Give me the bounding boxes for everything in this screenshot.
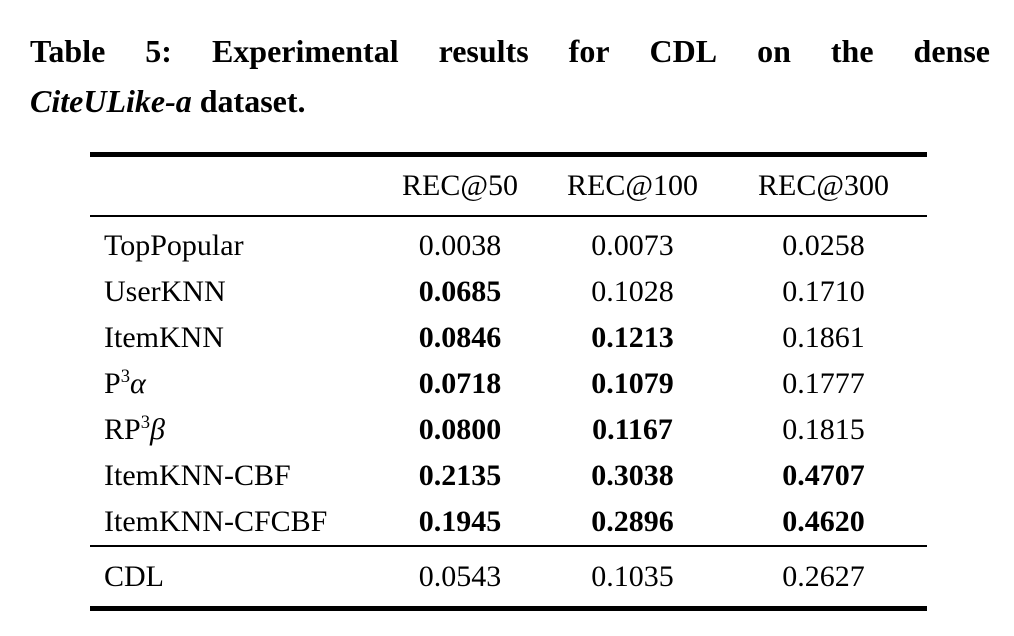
method-name-text: CDL xyxy=(104,559,164,593)
caption-word: the xyxy=(830,33,874,69)
method-name-text: ItemKNN-CBF xyxy=(104,459,291,492)
method-name-cell: ItemKNN-CFCBF xyxy=(90,499,375,546)
caption-word: 5: xyxy=(145,33,172,69)
metric-value-cell: 0.0800 xyxy=(418,413,502,446)
method-name-text: ItemKNN-CFCBF xyxy=(104,505,328,538)
results-table: REC@50 REC@100 REC@300 TopPopular 0.0038 0… xyxy=(90,152,927,611)
metric-value-cell: 0.0073 xyxy=(591,229,674,262)
method-name-text: P xyxy=(104,367,121,400)
metric-value-cell: 0.1861 xyxy=(782,321,865,354)
header-rec300: REC@300 xyxy=(720,154,927,217)
metric-value-cell: 0.1028 xyxy=(591,275,674,308)
metric-value-cell: 0.3038 xyxy=(591,459,674,492)
metric-value-cell: 0.1777 xyxy=(782,367,865,400)
metric-value-cell: 0.4707 xyxy=(782,459,865,492)
dataset-name: CiteULike-a xyxy=(30,83,192,119)
caption-word: Table xyxy=(30,33,106,69)
metric-value-cell: 0.2627 xyxy=(720,545,927,609)
header-rec100: REC@100 xyxy=(545,154,720,217)
caption-word: results xyxy=(438,33,529,69)
superscript: 3 xyxy=(120,366,130,387)
metric-value-cell: 0.1710 xyxy=(782,275,865,308)
method-name-text: TopPopular xyxy=(104,229,244,262)
footer-row-cdl: CDL 0.0543 0.1035 0.2627 xyxy=(90,545,927,609)
table-caption: Table 5: Experimental results for CDL on the den… xyxy=(30,26,990,126)
caption-word: on xyxy=(757,33,791,69)
method-name-text: UserKNN xyxy=(104,275,226,308)
metric-value-cell: 0.0685 xyxy=(418,275,502,308)
method-name-text: α xyxy=(129,367,146,400)
table-row: TopPopular 0.0038 0.0073 0.0258 xyxy=(90,216,927,269)
method-name-text: ItemKNN xyxy=(104,321,224,354)
header-row: REC@50 REC@100 REC@300 xyxy=(90,154,927,217)
method-name-text: RP xyxy=(104,413,141,446)
caption-line-1: Table 5: Experimental results for CDL on the den… xyxy=(30,26,990,76)
method-name-cell: UserKNN xyxy=(90,269,375,315)
header-empty-cell xyxy=(90,154,375,217)
metric-value-cell: 0.0543 xyxy=(375,545,545,609)
metric-value-cell: 0.2896 xyxy=(591,505,674,538)
metric-value-cell: 0.0038 xyxy=(418,229,502,262)
metric-value-cell: 0.1079 xyxy=(591,367,674,400)
caption-line-2: CiteULike-a dataset. xyxy=(30,76,990,126)
metric-value-cell: 0.1167 xyxy=(592,413,673,446)
table-row: UserKNN 0.0685 0.1028 0.1710 xyxy=(90,269,927,315)
metric-value-cell: 0.0718 xyxy=(418,367,502,400)
metric-value-cell: 0.1035 xyxy=(545,545,720,609)
caption-word: dense xyxy=(913,33,990,69)
method-name-cell: ItemKNN-CBF xyxy=(90,453,375,499)
metric-value-cell: 0.0846 xyxy=(418,321,502,354)
caption-word: CDL xyxy=(649,33,718,69)
method-name-cell: ItemKNN xyxy=(90,315,375,361)
header-rec50: REC@50 xyxy=(375,154,545,217)
method-name-text: β xyxy=(150,413,165,446)
table-row: P3α 0.0718 0.1079 0.1777 xyxy=(90,361,927,407)
caption-word: Experimental xyxy=(211,33,399,69)
metric-value-cell: 0.2135 xyxy=(418,459,502,492)
method-name-cell: CDL xyxy=(90,545,375,609)
method-name-cell: RP3β xyxy=(90,407,375,453)
metric-value-cell: 0.1815 xyxy=(782,413,865,446)
table-row: ItemKNN-CBF 0.2135 0.3038 0.4707 xyxy=(90,453,927,499)
table-row: RP3β 0.0800 0.1167 0.1815 xyxy=(90,407,927,453)
method-name-cell: P3α xyxy=(90,361,375,407)
metric-value-cell: 0.1945 xyxy=(418,505,502,538)
metric-value-cell: 0.0258 xyxy=(782,229,865,262)
superscript: 3 xyxy=(140,412,150,433)
metric-value-cell: 0.4620 xyxy=(782,505,865,538)
method-name-cell: TopPopular xyxy=(90,216,375,269)
caption-line-2-rest: dataset. xyxy=(191,83,306,119)
metric-value-cell: 0.1213 xyxy=(591,321,674,354)
caption-word: for xyxy=(568,33,610,69)
table-row: ItemKNN 0.0846 0.1213 0.1861 xyxy=(90,315,927,361)
table-row: ItemKNN-CFCBF 0.1945 0.2896 0.4620 xyxy=(90,499,927,546)
